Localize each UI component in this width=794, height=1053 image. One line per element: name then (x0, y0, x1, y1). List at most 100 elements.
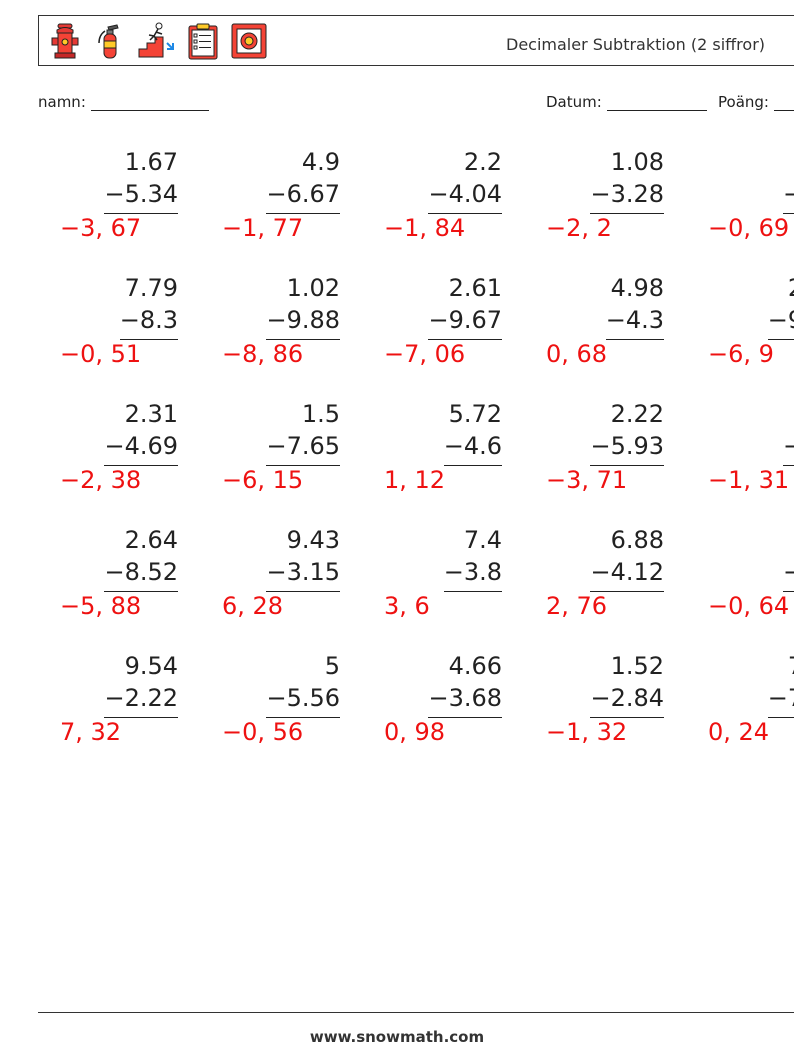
subtrahend: −3.68 (428, 684, 502, 712)
subtrahend: −8.52 (104, 558, 178, 586)
subtrahend: −9.88 (266, 306, 340, 334)
answer: 0, 68 (546, 340, 608, 368)
subtrahend: −7.3 (767, 684, 794, 712)
subtrahend: −3.28 (590, 180, 664, 208)
answer-line (266, 339, 340, 340)
date-label: Datum: (546, 93, 602, 111)
worksheet-header: Decimaler Subtraktion (2 siffror) (38, 15, 794, 66)
problem-item: 9.54 −2.22 7, 32 (16, 644, 178, 764)
answer-line (104, 717, 178, 718)
problem-item: 7.79 −8.3 −0, 51 (16, 266, 178, 386)
answer: −2, 38 (60, 466, 142, 494)
score-field: Poäng: (718, 93, 794, 111)
answer-line (783, 213, 794, 214)
checklist-clipboard-icon (188, 23, 218, 60)
minuend: 2.61 (448, 274, 502, 302)
answer-line (104, 591, 178, 592)
footer-divider (38, 1012, 794, 1013)
answer-line (266, 717, 340, 718)
date-line[interactable] (606, 94, 707, 111)
answer-line (428, 213, 502, 214)
problem-item: 4.66 −3.68 0, 98 (340, 644, 502, 764)
minuend: 5.72 (448, 400, 502, 428)
answer: −6, 9 (708, 340, 774, 368)
answer-line (768, 339, 794, 340)
problem-item: 1.52 −2.84 −1, 32 (502, 644, 664, 764)
answer-line (590, 591, 664, 592)
emergency-exit-stairs-icon (138, 22, 174, 58)
answer-line (266, 213, 340, 214)
subtrahend: −3.8 (443, 558, 502, 586)
answer: 0, 24 (708, 718, 770, 746)
minuend: 1.08 (610, 148, 664, 176)
subtrahend: −4.3 (605, 306, 664, 334)
answer: −5, 88 (60, 592, 142, 620)
answer: −0, 51 (60, 340, 142, 368)
problem-item: 1.02 −9.88 −8, 86 (178, 266, 340, 386)
answer-line (266, 465, 340, 466)
subtrahend: −5.34 (104, 180, 178, 208)
answer-line (783, 465, 794, 466)
name-label: namn: (38, 93, 86, 111)
subtrahend: −3.15 (266, 558, 340, 586)
minuend: 2.7 (788, 274, 794, 302)
minuend: 1.52 (610, 652, 664, 680)
problem-item: 2.64 −8.52 −5, 88 (16, 518, 178, 638)
answer: −6, 15 (222, 466, 304, 494)
problem-item: 7.4 −3.8 3, 6 (340, 518, 502, 638)
minuend: 7.4 (463, 526, 502, 554)
name-line[interactable] (90, 94, 209, 111)
subtrahend: −5.56 (266, 684, 340, 712)
minuend: 2.64 (124, 526, 178, 554)
answer: −0, 69 (708, 214, 790, 242)
answer: −3, 71 (546, 466, 628, 494)
minuend: 4.98 (610, 274, 664, 302)
subtrahend: −4.69 (104, 432, 178, 460)
answer-line (590, 213, 664, 214)
answer: −1, 31 (708, 466, 790, 494)
problem-item: 2.7 −9.6 −6, 9 (664, 266, 794, 386)
answer: −7, 06 (384, 340, 466, 368)
score-line[interactable] (773, 94, 794, 111)
fire-hydrant-icon (51, 23, 79, 59)
date-field: Datum: (546, 93, 707, 111)
problem-item: 9.43 −3.15 6, 28 (178, 518, 340, 638)
subtrahend: −5.93 (590, 432, 664, 460)
answer-line (266, 591, 340, 592)
answer: −1, 84 (384, 214, 466, 242)
answer: −8, 86 (222, 340, 304, 368)
footer-site: www.snowmath.com (309, 1028, 485, 1046)
answer: −1, 77 (222, 214, 304, 242)
answer: −3, 67 (60, 214, 142, 242)
problem-item: 2.61 −9.67 −7, 06 (340, 266, 502, 386)
answer: 1, 12 (384, 466, 446, 494)
problem-item: 4.9 −6.67 −1, 77 (178, 140, 340, 260)
minuend: 5 (324, 652, 340, 680)
answer-line (590, 465, 664, 466)
answer-line (428, 339, 502, 340)
subtrahend: −4.6 (443, 432, 502, 460)
problem-item: 2.31 −4.69 −2, 38 (16, 392, 178, 512)
minuend: 9.54 (124, 652, 178, 680)
answer-line (783, 591, 794, 592)
answer-line (444, 591, 502, 592)
minuend: 2.31 (124, 400, 178, 428)
worksheet-title: Decimaler Subtraktion (2 siffror) (506, 35, 766, 54)
answer: −1, 32 (546, 718, 628, 746)
problem-item: 1.67 −5.34 −3, 67 (16, 140, 178, 260)
subtrahend: −9.6 (767, 306, 794, 334)
answer-line (104, 465, 178, 466)
problem-item: 6.−7.−0, 64 (664, 518, 794, 638)
problem-item: 5 −5.56 −0, 56 (178, 644, 340, 764)
subtrahend: −2. (782, 180, 794, 208)
answer-line (428, 717, 502, 718)
minuend: 9.43 (286, 526, 340, 554)
alarm-button-icon (231, 23, 267, 59)
answer-line (444, 465, 502, 466)
problem-item: 4.−5.−1, 31 (664, 392, 794, 512)
answer-line (768, 717, 794, 718)
subtrahend: −9.67 (428, 306, 502, 334)
answer: 2, 76 (546, 592, 608, 620)
minuend: 4.9 (301, 148, 340, 176)
minuend: 7.79 (124, 274, 178, 302)
